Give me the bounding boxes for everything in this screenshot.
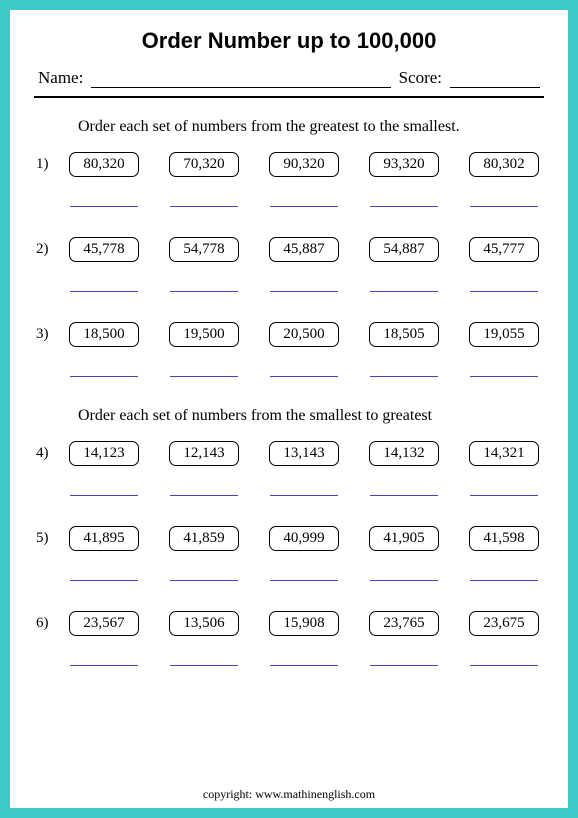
- number-row: 18,500 19,500 20,500 18,505 19,055: [64, 322, 544, 377]
- copyright-text: copyright: www.mathinenglish.com: [10, 787, 568, 802]
- number-box: 40,999: [269, 526, 339, 551]
- number-box: 19,500: [169, 322, 239, 347]
- number-box: 18,505: [369, 322, 439, 347]
- answer-line[interactable]: [270, 357, 338, 377]
- number-box: 13,506: [169, 611, 239, 636]
- answer-line[interactable]: [170, 476, 238, 496]
- instruction-1: Order each set of numbers from the great…: [78, 118, 544, 136]
- answer-line[interactable]: [370, 272, 438, 292]
- answer-line[interactable]: [270, 561, 338, 581]
- number-box: 80,320: [69, 152, 139, 177]
- problem-3: 3) 18,500 19,500 20,500 18,505 19,055: [34, 322, 544, 377]
- answer-line[interactable]: [370, 646, 438, 666]
- number-box: 20,500: [269, 322, 339, 347]
- answer-line[interactable]: [70, 646, 138, 666]
- answer-line[interactable]: [170, 187, 238, 207]
- number-box: 90,320: [269, 152, 339, 177]
- answer-line[interactable]: [70, 272, 138, 292]
- answer-line[interactable]: [370, 187, 438, 207]
- number-box: 45,778: [69, 237, 139, 262]
- answer-line[interactable]: [470, 646, 538, 666]
- answer-line[interactable]: [270, 272, 338, 292]
- number-row: 41,895 41,859 40,999 41,905 41,598: [64, 526, 544, 581]
- answer-line[interactable]: [370, 561, 438, 581]
- number-box: 23,765: [369, 611, 439, 636]
- problem-5: 5) 41,895 41,859 40,999 41,905 41,598: [34, 526, 544, 581]
- number-box: 14,123: [69, 441, 139, 466]
- number-box: 14,132: [369, 441, 439, 466]
- name-input-line[interactable]: [91, 70, 390, 88]
- score-input-line[interactable]: [450, 70, 540, 88]
- number-box: 45,887: [269, 237, 339, 262]
- number-box: 23,567: [69, 611, 139, 636]
- problem-6: 6) 23,567 13,506 15,908 23,765 23,675: [34, 611, 544, 666]
- number-box: 54,887: [369, 237, 439, 262]
- number-box: 14,321: [469, 441, 539, 466]
- score-label: Score:: [399, 68, 442, 88]
- problem-1: 1) 80,320 70,320 90,320 93,320 80,302: [34, 152, 544, 207]
- answer-line[interactable]: [70, 561, 138, 581]
- answer-line[interactable]: [70, 187, 138, 207]
- problem-number: 3): [34, 322, 64, 343]
- number-box: 41,859: [169, 526, 239, 551]
- number-box: 70,320: [169, 152, 239, 177]
- worksheet-page: Order Number up to 100,000 Name: Score: …: [10, 10, 568, 808]
- answer-line[interactable]: [270, 476, 338, 496]
- answer-line[interactable]: [170, 272, 238, 292]
- number-row: 45,778 54,778 45,887 54,887 45,777: [64, 237, 544, 292]
- answer-line[interactable]: [70, 357, 138, 377]
- answer-line[interactable]: [370, 476, 438, 496]
- answer-line[interactable]: [170, 357, 238, 377]
- answer-line[interactable]: [470, 357, 538, 377]
- number-row: 23,567 13,506 15,908 23,765 23,675: [64, 611, 544, 666]
- header-divider: [34, 96, 544, 98]
- answer-line[interactable]: [470, 187, 538, 207]
- number-box: 41,905: [369, 526, 439, 551]
- problem-number: 5): [34, 526, 64, 547]
- number-box: 23,675: [469, 611, 539, 636]
- problem-number: 4): [34, 441, 64, 462]
- problem-number: 6): [34, 611, 64, 632]
- number-row: 14,123 12,143 13,143 14,132 14,321: [64, 441, 544, 496]
- meta-row: Name: Score:: [34, 68, 544, 88]
- number-box: 15,908: [269, 611, 339, 636]
- answer-line[interactable]: [470, 272, 538, 292]
- number-row: 80,320 70,320 90,320 93,320 80,302: [64, 152, 544, 207]
- problem-4: 4) 14,123 12,143 13,143 14,132 14,321: [34, 441, 544, 496]
- answer-line[interactable]: [470, 476, 538, 496]
- page-title: Order Number up to 100,000: [34, 28, 544, 54]
- instruction-2: Order each set of numbers from the small…: [78, 407, 544, 425]
- number-box: 18,500: [69, 322, 139, 347]
- answer-line[interactable]: [270, 187, 338, 207]
- answer-line[interactable]: [470, 561, 538, 581]
- answer-line[interactable]: [370, 357, 438, 377]
- answer-line[interactable]: [170, 561, 238, 581]
- answer-line[interactable]: [70, 476, 138, 496]
- number-box: 13,143: [269, 441, 339, 466]
- problem-number: 2): [34, 237, 64, 258]
- number-box: 80,302: [469, 152, 539, 177]
- name-label: Name:: [38, 68, 83, 88]
- number-box: 45,777: [469, 237, 539, 262]
- problem-2: 2) 45,778 54,778 45,887 54,887 45,777: [34, 237, 544, 292]
- number-box: 41,895: [69, 526, 139, 551]
- answer-line[interactable]: [270, 646, 338, 666]
- number-box: 93,320: [369, 152, 439, 177]
- number-box: 41,598: [469, 526, 539, 551]
- answer-line[interactable]: [170, 646, 238, 666]
- number-box: 54,778: [169, 237, 239, 262]
- number-box: 19,055: [469, 322, 539, 347]
- problem-number: 1): [34, 152, 64, 173]
- number-box: 12,143: [169, 441, 239, 466]
